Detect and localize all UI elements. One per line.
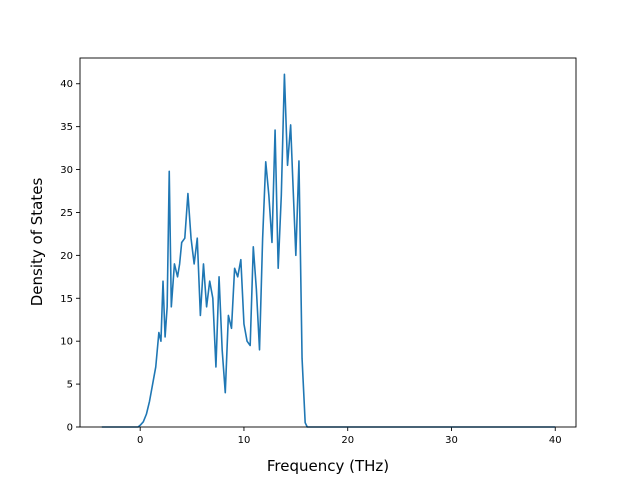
y-tick-label: 30 [60,165,73,176]
plot-background [80,58,576,427]
plot-frame [79,57,577,428]
x-tick-label: 30 [445,435,458,446]
y-axis-ticks: 0 5 10 15 20 25 30 35 40 [60,79,80,434]
y-tick-label: 15 [60,294,73,305]
x-tick-label: 40 [549,435,562,446]
y-tick-label: 20 [60,251,73,262]
y-tick-label: 0 [67,423,73,434]
y-tick-label: 10 [60,337,73,348]
x-tick-label: 20 [341,435,354,446]
y-axis-label: Density of States [28,178,46,307]
x-axis-ticks: 0 10 20 30 40 [137,427,562,446]
series-line [101,73,556,428]
x-tick-label: 10 [238,435,251,446]
y-tick-label: 40 [60,79,73,90]
y-tick-label: 5 [67,380,73,391]
x-axis-label: Frequency (THz) [267,457,389,475]
y-tick-label: 35 [60,122,73,133]
x-tick-label: 0 [137,435,143,446]
y-tick-label: 25 [60,208,73,219]
